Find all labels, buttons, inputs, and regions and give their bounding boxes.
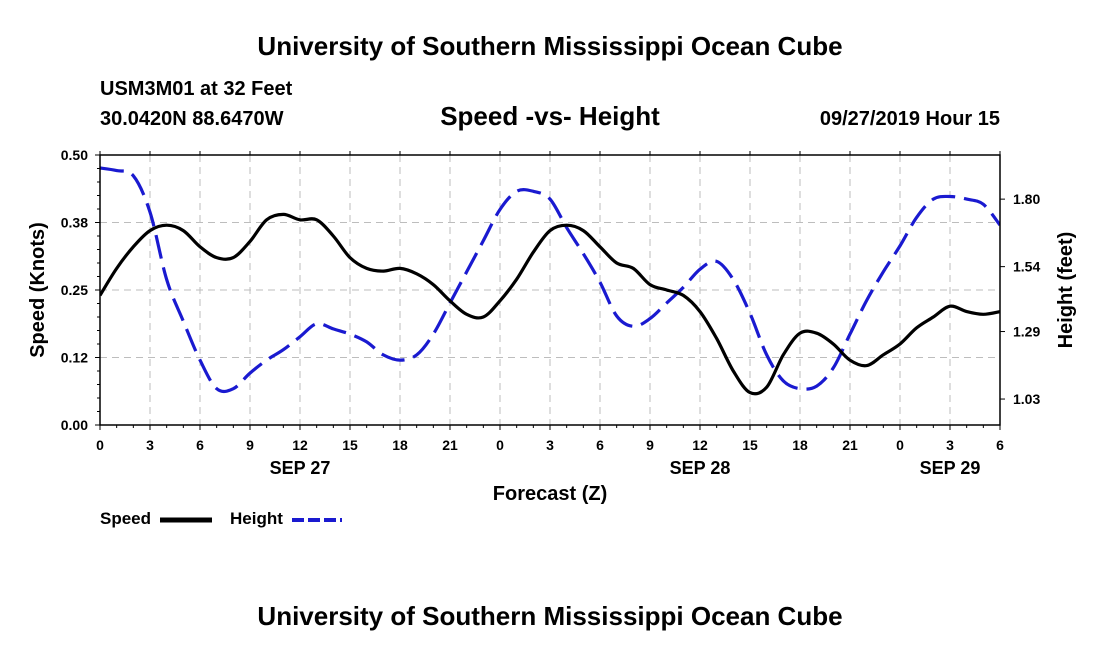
y2-tick-label: 1.03 xyxy=(1013,391,1040,407)
coords-label: 30.0420N 88.6470W xyxy=(100,108,284,130)
x-tick-label: 6 xyxy=(596,437,604,453)
datetime-label: 09/27/2019 Hour 15 xyxy=(820,108,1000,130)
y-tick-label: 0.00 xyxy=(61,417,88,433)
y2-axis-label: Height (feet) xyxy=(1055,232,1077,349)
y-axis-label: Speed (Knots) xyxy=(27,222,49,358)
x-tick-label: 18 xyxy=(392,437,408,453)
station-label: USM3M01 at 32 Feet xyxy=(100,78,293,100)
x-tick-label: 21 xyxy=(842,437,858,453)
date-label: SEP 27 xyxy=(270,458,331,478)
x-tick-label: 21 xyxy=(442,437,458,453)
series-line-height xyxy=(100,166,1000,394)
series-line-speed xyxy=(100,212,1000,396)
y-tick-label: 0.12 xyxy=(61,350,88,366)
date-label: SEP 28 xyxy=(670,458,731,478)
x-tick-label: 15 xyxy=(742,437,758,453)
legend-speed-label: Speed xyxy=(100,509,151,528)
grid xyxy=(100,155,1000,425)
ticks: 0 3 6 9 12 15 18 21 0 3 6 9 12 15 18 21 0 3 6 0.00 0.12 0.25 0… xyxy=(61,147,1041,478)
x-tick-label: 3 xyxy=(546,437,554,453)
x-tick-label: 6 xyxy=(996,437,1004,453)
footer-title: University of Southern Mississippi Ocean… xyxy=(257,601,842,631)
x-tick-label: 9 xyxy=(646,437,654,453)
x-tick-label: 18 xyxy=(792,437,808,453)
x-tick-label: 12 xyxy=(692,437,708,453)
x-tick-label: 9 xyxy=(246,437,254,453)
x-tick-label: 6 xyxy=(196,437,204,453)
legend-height-label: Height xyxy=(230,509,283,528)
x-tick-label: 12 xyxy=(292,437,308,453)
y2-tick-label: 1.29 xyxy=(1013,324,1040,340)
chart-title: Speed -vs- Height xyxy=(440,101,660,131)
x-tick-label: 0 xyxy=(496,437,504,453)
y2-tick-label: 1.54 xyxy=(1013,259,1040,275)
x-tick-label: 3 xyxy=(946,437,954,453)
x-tick-label: 3 xyxy=(146,437,154,453)
legend: Speed Height xyxy=(100,509,342,528)
series-layer xyxy=(100,166,1000,396)
x-axis-label: Forecast (Z) xyxy=(493,483,607,505)
y-tick-label: 0.25 xyxy=(61,282,88,298)
y2-tick-label: 1.80 xyxy=(1013,191,1040,207)
y-tick-label: 0.38 xyxy=(61,215,88,231)
x-tick-label: 0 xyxy=(96,437,104,453)
x-tick-label: 0 xyxy=(896,437,904,453)
x-tick-label: 15 xyxy=(342,437,358,453)
date-label: SEP 29 xyxy=(920,458,981,478)
y-tick-label: 0.50 xyxy=(61,147,88,163)
page-title: University of Southern Mississippi Ocean… xyxy=(257,31,842,61)
